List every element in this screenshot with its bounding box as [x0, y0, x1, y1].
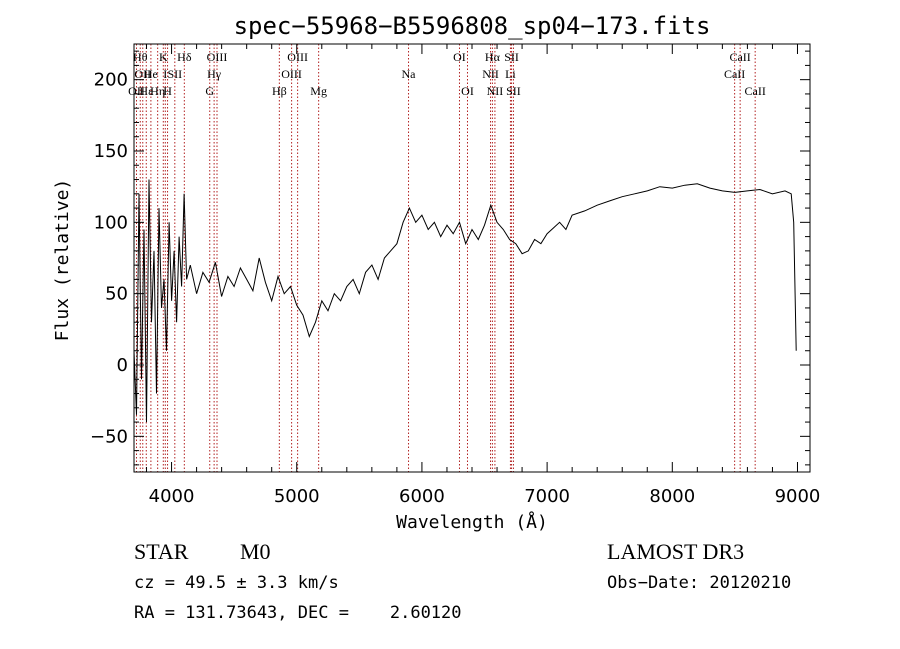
line-marker-label-10: Hδ: [177, 50, 192, 64]
line-marker-label-8: H: [163, 84, 172, 98]
line-marker-label-13: G: [205, 84, 214, 98]
line-marker-label-5: Hη: [150, 84, 165, 98]
line-marker-label-26: SII: [506, 84, 521, 98]
line-marker-label-20: OI: [461, 84, 474, 98]
line-marker-label-14: Hβ: [272, 84, 287, 98]
line-marker-label-21: NII: [482, 67, 499, 81]
object-subclass: M0: [240, 539, 271, 564]
y-tick-label-0: −50: [90, 426, 128, 447]
chart-title: spec−55968−B5596808_sp04−173.fits: [234, 12, 711, 40]
x-tick-label-2: 6000: [399, 486, 445, 507]
y-tick-label-1: 0: [117, 355, 128, 376]
line-marker-label-15: OIII: [281, 67, 302, 81]
x-tick-label-5: 9000: [775, 486, 821, 507]
line-marker-label-9: SII: [167, 67, 182, 81]
x-tick-label-0: 4000: [149, 486, 195, 507]
x-tick-label-1: 5000: [274, 486, 320, 507]
line-marker-label-18: Na: [402, 67, 417, 81]
x-axis-ticks: 4000 5000 6000 7000 8000 9000: [146, 44, 821, 507]
line-marker-label-3: Hε: [139, 84, 153, 98]
line-marker-label-16: OIII: [287, 50, 308, 64]
line-marker-label-0: OΙΙ: [128, 84, 145, 98]
line-marker-label-22: Hα: [485, 50, 501, 64]
y-tick-label-4: 150: [94, 141, 128, 162]
y-axis-label: Flux (relative): [52, 179, 73, 342]
y-axis-ticks: −50 0 50 100 150 200: [90, 50, 810, 466]
x-tick-label-3: 7000: [524, 486, 570, 507]
line-marker-label-19: OI: [453, 50, 466, 64]
line-marker-label-23: NII: [487, 84, 504, 98]
y-tick-label-3: 100: [94, 212, 128, 233]
x-tick-label-4: 8000: [649, 486, 695, 507]
y-tick-label-2: 50: [105, 284, 128, 305]
line-marker-label-29: CaII: [745, 84, 766, 98]
line-marker-label-24: Li: [505, 67, 516, 81]
line-marker-label-28: CaII: [729, 50, 750, 64]
line-marker-label-4: He: [144, 67, 158, 81]
redshift-line: cz = 49.5 ± 3.3 km/s: [134, 573, 339, 593]
line-marker-label-2: OΙΙ: [134, 67, 151, 81]
object-class: STAR: [134, 539, 189, 564]
spectrum-line: [133, 179, 797, 423]
line-marker-label-1: Hθ: [133, 50, 148, 64]
survey-label: LAMOST DR3: [607, 539, 745, 564]
line-marker-label-12: OIII: [207, 50, 228, 64]
line-marker-label-7: I: [163, 67, 167, 81]
x-axis-label: Wavelength (Å): [396, 511, 548, 533]
y-tick-label-5: 200: [94, 70, 128, 91]
line-marker-label-6: K: [159, 50, 168, 64]
coords-line: RA = 131.73643, DEC = 2.60120: [134, 603, 462, 623]
line-marker-label-25: SII: [504, 50, 519, 64]
plot-frame: [133, 43, 811, 473]
obs-date-line: Obs−Date: 20120210: [607, 573, 792, 593]
line-markers: [136, 44, 756, 472]
line-marker-label-11: Hγ: [207, 67, 222, 81]
line-marker-label-17: Mg: [310, 84, 327, 98]
line-marker-label-27: CaII: [724, 67, 745, 81]
